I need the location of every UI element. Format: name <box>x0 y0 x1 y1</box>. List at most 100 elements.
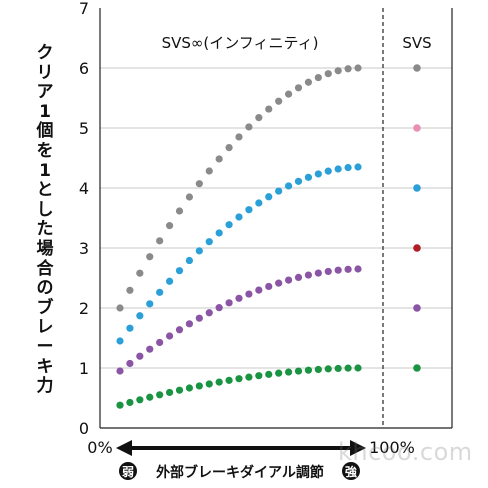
infinity-point <box>294 273 303 282</box>
infinity-point <box>126 398 134 407</box>
infinity-point <box>175 207 184 215</box>
infinity-point <box>116 304 124 312</box>
infinity-point <box>235 375 243 383</box>
infinity-point <box>215 155 223 163</box>
infinity-point <box>225 376 233 384</box>
svs-point <box>413 124 421 132</box>
infinity-point <box>185 320 194 328</box>
infinity-point <box>304 173 313 181</box>
infinity-point <box>136 396 144 404</box>
infinity-point <box>205 309 213 317</box>
infinity-point <box>344 163 352 172</box>
strong-badge-circle <box>342 462 360 480</box>
infinity-point <box>265 105 273 113</box>
infinity-point <box>255 372 263 380</box>
infinity-point <box>314 170 322 178</box>
infinity-point <box>225 144 233 152</box>
y-tick-label: 3 <box>79 239 89 258</box>
infinity-point <box>195 314 203 322</box>
x-start-label: 0% <box>87 438 112 457</box>
infinity-point <box>255 114 263 122</box>
infinity-point <box>136 269 144 277</box>
infinity-point <box>304 271 313 279</box>
infinity-point <box>275 369 283 377</box>
infinity-point <box>245 206 253 214</box>
infinity-point <box>344 364 352 372</box>
infinity-point <box>205 238 213 246</box>
infinity-point <box>165 332 174 340</box>
infinity-point <box>294 367 303 375</box>
infinity-point <box>354 163 362 171</box>
infinity-point <box>126 324 134 332</box>
infinity-point <box>245 123 253 131</box>
infinity-point <box>215 378 223 386</box>
infinity-point <box>146 345 154 353</box>
x-end-label: 100% <box>369 438 415 457</box>
svs-point <box>413 304 421 312</box>
strong-badge-text: 強 <box>345 464 357 479</box>
infinity-point <box>275 97 283 105</box>
watermark: khcoo.com <box>338 438 473 466</box>
infinity-point <box>294 177 303 185</box>
arrow-head-right <box>350 440 366 456</box>
infinity-point <box>284 368 293 376</box>
infinity-point <box>185 193 194 201</box>
gridlines <box>100 67 452 369</box>
infinity-point <box>165 388 174 397</box>
arrow-head-left <box>116 440 132 456</box>
infinity-point <box>235 294 243 302</box>
infinity-point <box>334 364 342 373</box>
svs-point <box>413 184 421 192</box>
infinity-point <box>156 288 164 296</box>
svs-point <box>413 364 421 372</box>
data-points <box>116 64 421 409</box>
infinity-point <box>304 78 313 86</box>
infinity-point <box>334 165 342 173</box>
infinity-point <box>116 337 124 345</box>
infinity-point <box>344 265 352 273</box>
infinity-point <box>165 277 174 285</box>
infinity-point <box>205 380 213 388</box>
infinity-point <box>235 133 243 141</box>
y-tick-label: 4 <box>79 179 89 198</box>
infinity-point <box>215 229 223 237</box>
infinity-point <box>156 338 164 347</box>
infinity-point <box>126 286 134 294</box>
infinity-point <box>354 265 362 273</box>
infinity-point <box>185 384 194 392</box>
y-tick-label: 5 <box>79 119 89 138</box>
x-axis-title: 外部ブレーキダイアル調節 <box>156 464 324 481</box>
infinity-point <box>225 299 233 307</box>
infinity-point <box>314 365 322 374</box>
infinity-point <box>215 304 223 312</box>
svs-point <box>413 64 421 72</box>
infinity-point <box>195 247 203 255</box>
infinity-point <box>156 391 164 399</box>
panel-title-infinity: SVS∞(インフィニティ) <box>162 34 319 52</box>
svs-point <box>413 244 421 252</box>
infinity-point <box>314 269 322 277</box>
infinity-point <box>314 73 322 82</box>
infinity-point <box>136 312 144 320</box>
infinity-point <box>275 187 283 195</box>
y-tick-label: 7 <box>79 0 89 18</box>
axes <box>99 8 453 429</box>
infinity-point <box>146 393 154 401</box>
infinity-point <box>324 167 332 175</box>
y-axis-title: クリア1個を1とした場合のブレーキ力 <box>36 43 54 397</box>
infinity-point <box>344 65 352 73</box>
infinity-point <box>265 370 273 378</box>
y-tick-label: 6 <box>79 59 89 78</box>
infinity-point <box>354 64 362 72</box>
infinity-point <box>245 373 253 381</box>
infinity-point <box>146 253 154 261</box>
infinity-point <box>116 367 124 375</box>
infinity-point <box>354 364 362 372</box>
infinity-point <box>275 279 283 287</box>
panel-title-svs: SVS <box>402 34 431 52</box>
infinity-point <box>225 221 233 229</box>
adjustment-arrow <box>116 440 366 456</box>
infinity-point <box>265 282 273 291</box>
infinity-point <box>324 70 332 78</box>
